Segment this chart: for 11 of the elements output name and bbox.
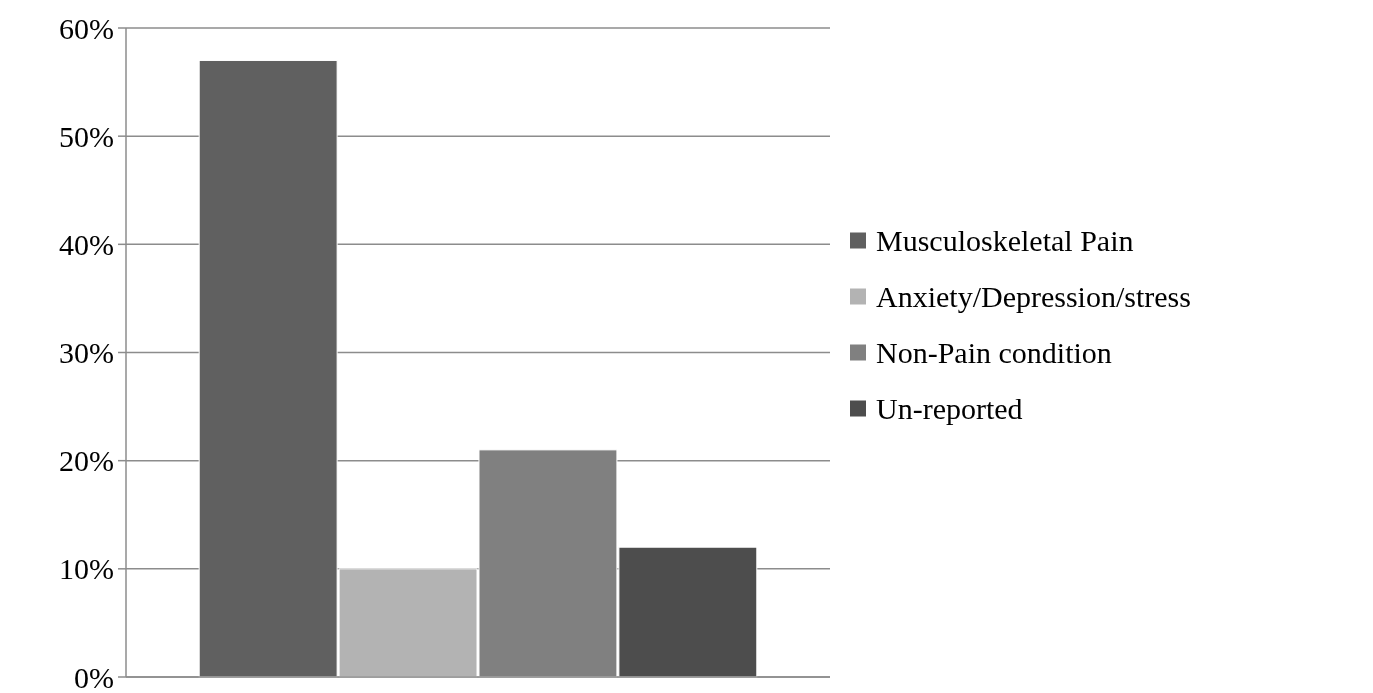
legend-label: Musculoskeletal Pain (876, 224, 1134, 257)
legend-label: Non-Pain condition (876, 336, 1112, 369)
legend-label: Un-reported (876, 392, 1023, 425)
y-tick-label: 20% (59, 444, 114, 478)
y-tick-label: 60% (59, 11, 114, 45)
y-tick-label: 0% (74, 660, 114, 693)
legend-label: Anxiety/Depression/stress (876, 280, 1191, 313)
y-tick-label: 40% (59, 227, 114, 261)
y-tick-label: 10% (59, 552, 114, 586)
y-tick-label: 50% (59, 119, 114, 153)
y-tick-label: 30% (59, 336, 114, 369)
